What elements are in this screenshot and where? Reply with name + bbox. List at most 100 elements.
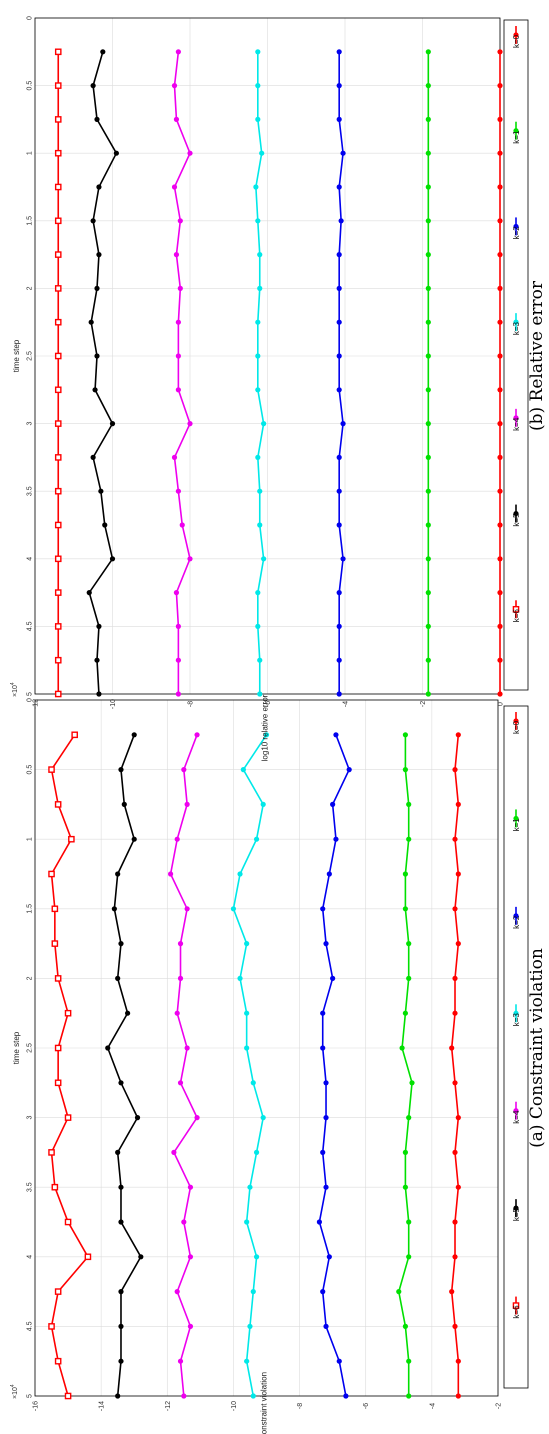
data-point bbox=[260, 801, 266, 808]
data-point bbox=[64, 1392, 72, 1400]
data-point bbox=[54, 623, 62, 630]
data-point bbox=[399, 1045, 405, 1051]
data-point bbox=[173, 252, 180, 258]
x-tick-label: 2 bbox=[27, 286, 34, 290]
data-point bbox=[406, 1254, 412, 1260]
data-point bbox=[175, 488, 181, 494]
data-point bbox=[187, 1323, 194, 1329]
data-point bbox=[118, 1358, 124, 1364]
data-point bbox=[177, 975, 184, 982]
data-point bbox=[184, 906, 190, 912]
data-point bbox=[54, 352, 62, 360]
data-point bbox=[402, 1323, 408, 1329]
legend-swatch-marker bbox=[513, 128, 519, 134]
data-point bbox=[261, 421, 267, 427]
y-axis-label: log10 relative error bbox=[261, 694, 270, 761]
data-point bbox=[175, 49, 181, 55]
data-point bbox=[54, 555, 62, 563]
data-point bbox=[402, 1149, 408, 1155]
data-point bbox=[244, 1219, 250, 1225]
data-point bbox=[406, 1393, 412, 1399]
data-point bbox=[330, 975, 336, 982]
data-point bbox=[194, 732, 200, 738]
data-point bbox=[131, 836, 137, 842]
data-point bbox=[425, 252, 431, 258]
data-point bbox=[102, 522, 108, 528]
data-point bbox=[396, 1289, 402, 1295]
data-point bbox=[425, 657, 431, 663]
data-point bbox=[84, 1253, 92, 1261]
data-point bbox=[71, 731, 78, 739]
data-point bbox=[94, 116, 100, 122]
data-point bbox=[64, 1218, 72, 1226]
data-point bbox=[134, 1115, 141, 1121]
data-point bbox=[255, 454, 261, 460]
legend-swatch-marker bbox=[512, 1302, 520, 1309]
data-point bbox=[118, 1080, 124, 1086]
data-point bbox=[54, 149, 62, 157]
data-point bbox=[330, 801, 336, 808]
legend-label: k=4 bbox=[512, 417, 521, 431]
data-point bbox=[340, 421, 346, 427]
data-point bbox=[96, 184, 102, 190]
data-point bbox=[425, 556, 431, 562]
data-point bbox=[250, 1393, 256, 1399]
data-point bbox=[237, 871, 243, 877]
y-tick-label: -2 bbox=[496, 1403, 503, 1409]
data-point bbox=[253, 184, 259, 190]
series-k2 bbox=[336, 49, 346, 697]
data-point bbox=[54, 82, 62, 89]
data-point bbox=[177, 285, 183, 291]
data-point bbox=[455, 1115, 461, 1121]
x-tick-label: 2.5 bbox=[27, 1043, 34, 1053]
data-point bbox=[255, 218, 261, 224]
data-point bbox=[425, 353, 431, 359]
series-k5 bbox=[105, 732, 144, 1399]
data-point bbox=[255, 49, 261, 55]
legend-label: k=3 bbox=[512, 1013, 521, 1027]
data-point bbox=[406, 1219, 412, 1225]
data-point bbox=[177, 941, 184, 947]
data-point bbox=[86, 590, 92, 596]
y-tick-label: -16 bbox=[33, 1401, 40, 1411]
data-point bbox=[497, 252, 503, 258]
figure-caption: (a) Constraint violation bbox=[527, 948, 547, 1148]
series-k3 bbox=[230, 732, 270, 1399]
data-point bbox=[48, 1149, 55, 1156]
data-point bbox=[323, 1184, 329, 1190]
data-point bbox=[333, 732, 339, 738]
x-tick-label: 4 bbox=[27, 557, 34, 561]
data-point bbox=[54, 589, 62, 596]
data-point bbox=[48, 870, 55, 878]
data-point bbox=[259, 150, 265, 156]
x-tick-label: 0 bbox=[27, 16, 34, 20]
data-point bbox=[54, 454, 62, 461]
data-point bbox=[261, 556, 267, 562]
legend-swatch-marker bbox=[513, 223, 519, 230]
data-point bbox=[173, 116, 180, 122]
data-point bbox=[402, 1010, 408, 1016]
data-point bbox=[171, 83, 178, 89]
data-point bbox=[336, 522, 342, 528]
data-point bbox=[452, 1323, 458, 1329]
data-point bbox=[98, 488, 104, 494]
data-point bbox=[94, 285, 100, 291]
series-line bbox=[88, 51, 118, 695]
data-point bbox=[187, 1254, 194, 1260]
data-point bbox=[175, 691, 181, 697]
legend-label: k=3 bbox=[512, 321, 521, 335]
y-axis-label: log10 relative constraint violation bbox=[260, 1372, 269, 1434]
data-point bbox=[326, 1254, 332, 1260]
series-k6 bbox=[54, 48, 62, 698]
y-tick-label: 0 bbox=[498, 702, 505, 706]
x-axis-label: time step bbox=[12, 1031, 21, 1064]
data-point bbox=[497, 285, 503, 291]
series-k0 bbox=[449, 732, 461, 1399]
x-tick-label: 3.5 bbox=[27, 486, 34, 496]
data-point bbox=[255, 623, 261, 630]
data-point bbox=[402, 1184, 408, 1190]
data-point bbox=[94, 657, 100, 663]
data-point bbox=[48, 766, 55, 773]
series-line bbox=[169, 734, 198, 1397]
data-point bbox=[402, 871, 408, 877]
